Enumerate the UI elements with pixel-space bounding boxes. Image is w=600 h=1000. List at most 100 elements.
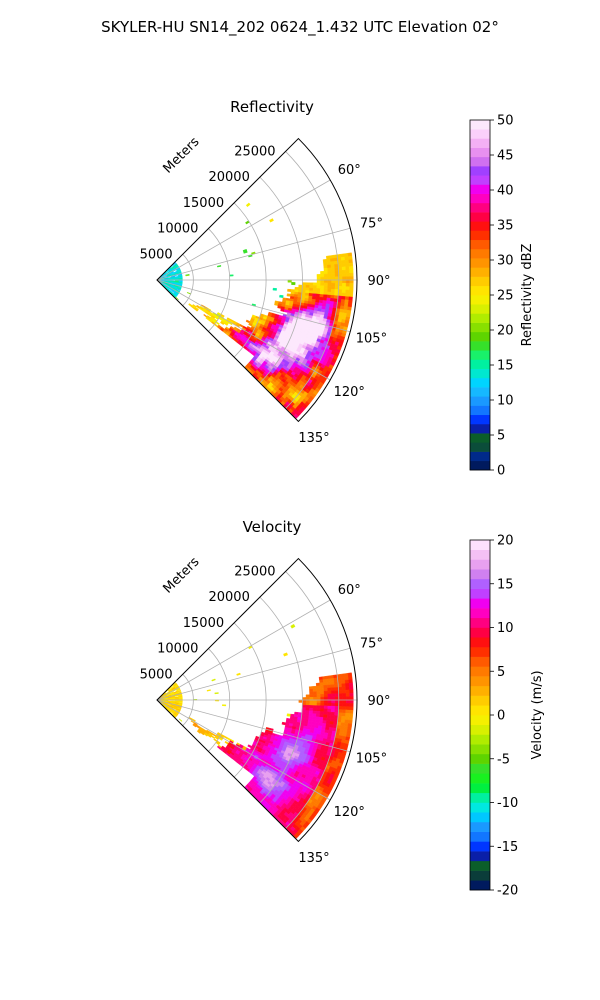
data-gate	[349, 703, 354, 708]
data-gate	[245, 202, 251, 208]
data-gate	[327, 282, 332, 287]
data-gate	[327, 699, 332, 704]
data-gate	[344, 716, 350, 721]
data-gate	[313, 696, 318, 701]
data-gate	[341, 259, 346, 265]
colorbar-swatch	[470, 763, 490, 774]
data-gate	[345, 292, 350, 298]
data-gate	[334, 285, 339, 290]
data-gate	[324, 702, 329, 707]
data-gate	[327, 291, 332, 296]
azimuth-tick-label: 75°	[360, 637, 383, 652]
data-gate	[345, 696, 350, 701]
data-gate	[309, 282, 314, 286]
data-gate	[345, 699, 350, 704]
data-gate	[320, 282, 325, 287]
data-gate	[340, 253, 345, 258]
data-gate	[349, 699, 354, 704]
data-gate	[178, 718, 183, 722]
data-gate	[341, 709, 347, 714]
colorbar-swatch	[470, 166, 490, 176]
colorbar-swatch	[470, 276, 490, 287]
data-gate	[342, 699, 347, 704]
data-gate	[338, 273, 343, 277]
velocity-panel: Velocity Meters 5000 10000 15000 20000 25000…	[140, 518, 545, 899]
data-gate	[324, 282, 329, 287]
colorbar-swatch	[470, 248, 490, 259]
colorbar-swatch	[470, 175, 490, 185]
colorbar-swatch	[470, 841, 490, 852]
data-gate	[286, 713, 292, 717]
radial-tick-label: 25000	[234, 564, 275, 579]
data-gate	[334, 273, 340, 278]
data-gate	[302, 284, 307, 289]
colorbar-swatch	[470, 608, 490, 619]
colorbar-swatch	[470, 637, 490, 648]
data-gate	[319, 708, 325, 712]
data-gate	[316, 696, 321, 701]
data-gate	[348, 293, 354, 298]
colorbar-tick-label: 0	[497, 709, 505, 724]
colorbar-swatch	[470, 821, 490, 832]
data-gate	[335, 699, 339, 704]
data-gate	[319, 685, 325, 689]
colorbar-swatch	[470, 129, 490, 139]
data-gate	[349, 696, 354, 701]
radial-tick-label: 20000	[208, 170, 249, 185]
data-gate	[312, 285, 318, 289]
data-gate	[345, 283, 350, 287]
data-gate	[345, 712, 350, 718]
data-gate	[298, 284, 303, 288]
data-gate	[324, 693, 329, 698]
data-gate	[312, 705, 318, 709]
data-gate	[330, 711, 335, 716]
data-gate	[331, 702, 336, 707]
data-gate	[327, 711, 332, 716]
data-gate	[305, 702, 310, 706]
data-gate	[341, 289, 347, 294]
data-gate	[313, 702, 318, 706]
data-gate	[335, 696, 339, 701]
data-gate	[327, 285, 332, 290]
data-gate	[309, 705, 314, 709]
data-gate	[334, 702, 340, 707]
data-gate	[348, 299, 353, 305]
data-gate	[338, 283, 343, 287]
colorbar-label: Velocity (m/s)	[530, 670, 545, 759]
data-gate	[316, 688, 321, 692]
colorbar-swatch	[470, 193, 490, 204]
data-gate	[316, 694, 321, 698]
data-gate	[349, 686, 354, 691]
data-gate	[326, 294, 332, 299]
colorbar-swatch	[470, 685, 490, 696]
data-gate	[316, 274, 321, 278]
data-gate	[320, 285, 325, 290]
radial-tick-label: 5000	[140, 247, 173, 262]
data-gate	[323, 276, 329, 281]
colorbar-swatch	[470, 715, 490, 726]
data-gate	[214, 692, 219, 695]
colorbar-swatch	[470, 617, 490, 628]
data-gate	[186, 292, 191, 295]
data-gate	[345, 266, 350, 271]
colorbar-tick-label: 30	[497, 254, 514, 269]
colorbar-swatch	[470, 350, 490, 360]
data-gate	[269, 218, 274, 223]
data-gate	[330, 261, 335, 266]
data-gate	[341, 286, 347, 291]
colorbar-swatch	[470, 851, 490, 862]
data-gate	[338, 699, 343, 704]
radial-tick-label: 20000	[208, 590, 249, 605]
colorbar-swatch	[470, 230, 490, 241]
colorbar-swatch	[470, 156, 490, 167]
data-gate	[330, 264, 335, 269]
data-gate	[345, 273, 350, 277]
colorbar-swatch	[470, 880, 490, 891]
data-gate	[338, 266, 343, 271]
data-gate	[320, 270, 325, 275]
data-gate	[320, 699, 325, 704]
data-gate	[327, 270, 332, 275]
data-gate	[323, 291, 328, 296]
colorbar-swatch	[470, 212, 490, 222]
colorbar-swatch	[470, 540, 490, 551]
